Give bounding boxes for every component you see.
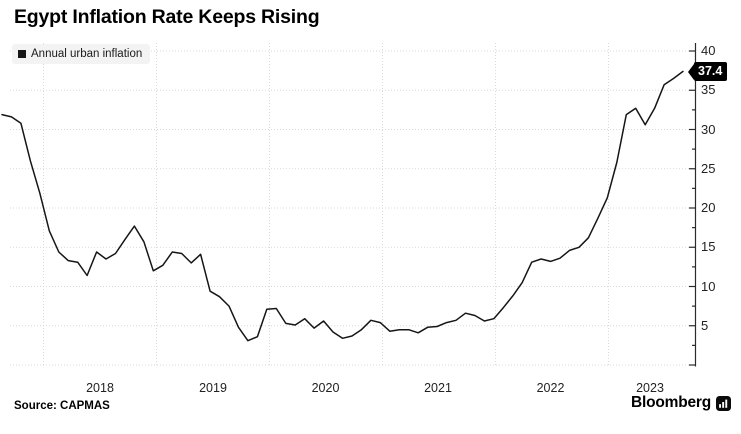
source-label: Source: CAPMAS [14, 400, 110, 412]
y-tick-label: 40 [701, 43, 716, 58]
y-tick-label: 35 [701, 82, 716, 98]
x-tick-label: 2021 [424, 381, 452, 395]
y-tick-label: 5 [701, 317, 709, 333]
y-tick-label: 10 [701, 278, 716, 294]
bloomberg-logo: Bloomberg [631, 394, 731, 412]
x-tick-label: 2018 [86, 381, 114, 395]
y-tick-label: 15 [701, 239, 716, 255]
y-tick-label: 25 [701, 160, 716, 176]
page-title: Egypt Inflation Rate Keeps Rising [14, 6, 320, 28]
x-tick-label: 2020 [311, 381, 340, 395]
legend: Annual urban inflation [12, 44, 151, 64]
x-tick-label: 2022 [536, 381, 565, 395]
y-tick-label: 30 [701, 121, 716, 137]
legend-swatch [18, 50, 26, 58]
y-tick-label: 20 [701, 200, 716, 215]
x-tick-label: 2019 [199, 381, 227, 395]
last-value-badge: 37.4 [694, 62, 728, 81]
bloomberg-chart-icon [716, 395, 731, 411]
x-tick-label: 2023 [636, 381, 664, 395]
bloomberg-wordmark: Bloomberg [630, 394, 711, 411]
legend-label: Annual urban inflation [31, 48, 143, 60]
